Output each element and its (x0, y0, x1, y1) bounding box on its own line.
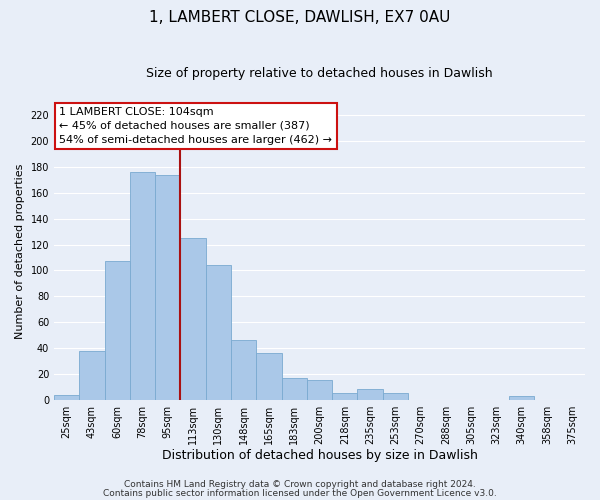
Bar (332, 393, 358, 400)
X-axis label: Distribution of detached houses by size in Dawlish: Distribution of detached houses by size … (161, 450, 478, 462)
Title: Size of property relative to detached houses in Dawlish: Size of property relative to detached ho… (146, 68, 493, 80)
Bar (54, 394, 79, 400)
Bar (256, 353, 281, 400)
Text: 1 LAMBERT CLOSE: 104sqm
← 45% of detached houses are smaller (387)
54% of semi-d: 1 LAMBERT CLOSE: 104sqm ← 45% of detache… (59, 107, 332, 145)
Bar (509, 396, 535, 400)
Bar (155, 175, 181, 400)
Bar (231, 340, 256, 400)
Bar (383, 393, 408, 400)
Bar (281, 378, 307, 400)
Y-axis label: Number of detached properties: Number of detached properties (15, 164, 25, 339)
Bar (206, 266, 231, 400)
Bar (130, 172, 155, 400)
Text: 1, LAMBERT CLOSE, DAWLISH, EX7 0AU: 1, LAMBERT CLOSE, DAWLISH, EX7 0AU (149, 10, 451, 25)
Bar (358, 390, 383, 400)
Text: Contains public sector information licensed under the Open Government Licence v3: Contains public sector information licen… (103, 488, 497, 498)
Bar (79, 350, 104, 400)
Bar (307, 380, 332, 400)
Text: Contains HM Land Registry data © Crown copyright and database right 2024.: Contains HM Land Registry data © Crown c… (124, 480, 476, 489)
Bar (181, 238, 206, 400)
Bar (104, 262, 130, 400)
